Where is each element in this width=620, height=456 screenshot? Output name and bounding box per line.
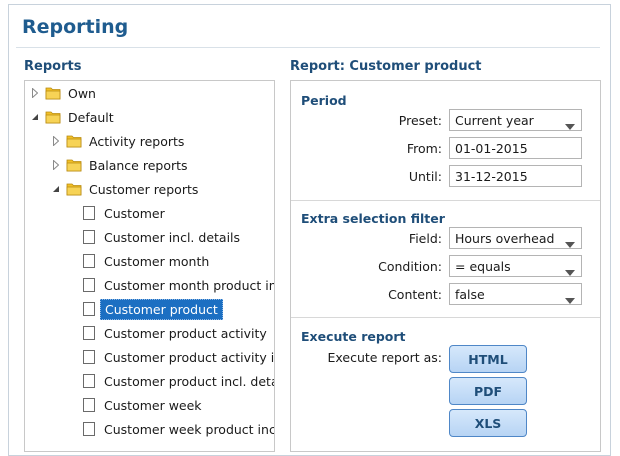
report-doc-icon xyxy=(83,254,95,268)
tree-node-label: Balance reports xyxy=(89,157,188,173)
report-doc-icon xyxy=(83,230,95,244)
divider xyxy=(291,200,600,201)
tree-report-item[interactable]: Customer week xyxy=(83,394,202,416)
execute-group-title: Execute report xyxy=(301,329,406,344)
preset-value: Current year xyxy=(455,112,534,128)
reports-tree[interactable]: Own Default Activity reports Balance report… xyxy=(24,80,275,452)
condition-value: = equals xyxy=(455,258,511,274)
tree-node-label: Customer product xyxy=(100,298,223,320)
tree-node-label: Activity reports xyxy=(89,133,185,149)
collapse-arrow-icon[interactable] xyxy=(51,183,61,195)
field-value: Hours overhead xyxy=(455,230,555,246)
folder-icon xyxy=(66,134,82,148)
from-date-value: 01-01-2015 xyxy=(455,140,528,156)
from-date-field[interactable]: 01-01-2015 xyxy=(449,137,582,159)
tree-report-item[interactable]: Customer month xyxy=(83,250,209,272)
preset-label: Preset: xyxy=(398,113,442,128)
condition-select[interactable]: = equals xyxy=(449,255,582,277)
tree-report-item[interactable]: Customer product xyxy=(83,298,223,320)
content-label: Content: xyxy=(388,287,442,302)
tree-report-item[interactable]: Customer xyxy=(83,202,165,224)
tree-node-label: Customer product incl. deta xyxy=(104,373,275,389)
html-button[interactable]: HTML xyxy=(449,345,527,373)
tree-node-label: Customer reports xyxy=(89,181,199,197)
tree-node-label: Customer month product in xyxy=(104,277,275,293)
until-date-value: 31-12-2015 xyxy=(455,168,528,184)
tree-node-label: Default xyxy=(68,109,114,125)
tree-report-item[interactable]: Customer month product in xyxy=(83,274,275,296)
report-doc-icon xyxy=(83,326,95,340)
report-doc-icon xyxy=(83,278,95,292)
expand-arrow-icon[interactable] xyxy=(30,87,40,99)
tree-node-label: Own xyxy=(68,85,96,101)
report-doc-icon xyxy=(83,422,95,436)
tree-report-item[interactable]: Customer product activity xyxy=(83,322,267,344)
collapse-arrow-icon[interactable] xyxy=(30,111,40,123)
tree-node-label: Customer month xyxy=(104,253,210,269)
folder-icon xyxy=(66,182,82,196)
tree-folder-node[interactable]: Balance reports xyxy=(51,154,188,176)
from-label: From: xyxy=(406,141,442,156)
tree-folder-node[interactable]: Default xyxy=(30,106,114,128)
tree-report-item[interactable]: Customer week product incl xyxy=(83,418,275,440)
pdf-button[interactable]: PDF xyxy=(449,377,527,405)
expand-arrow-icon[interactable] xyxy=(51,159,61,171)
report-doc-icon xyxy=(83,374,95,388)
title-divider xyxy=(16,47,600,48)
report-panel-header: Report: Customer product xyxy=(290,59,482,74)
content-select[interactable]: false xyxy=(449,283,582,305)
folder-icon xyxy=(66,158,82,172)
tree-node-label: Customer incl. details xyxy=(104,229,241,245)
xls-button[interactable]: XLS xyxy=(449,409,527,437)
tree-node-label: Customer xyxy=(104,205,165,221)
folder-icon xyxy=(45,86,61,100)
report-settings-panel: Period Preset: Current year From: 01-01-… xyxy=(290,80,601,452)
tree-report-item[interactable]: Customer product incl. deta xyxy=(83,370,275,392)
report-doc-icon xyxy=(83,398,95,412)
tree-node-label: Customer product activity in xyxy=(104,349,275,365)
chevron-down-icon xyxy=(565,118,575,133)
tree-folder-node[interactable]: Customer reports xyxy=(51,178,198,200)
tree-folder-node[interactable]: Activity reports xyxy=(51,130,184,152)
until-date-field[interactable]: 31-12-2015 xyxy=(449,165,582,187)
preset-select[interactable]: Current year xyxy=(449,109,582,131)
report-doc-icon xyxy=(83,206,95,220)
tree-node-label: Customer week product incl xyxy=(104,421,275,437)
reports-section-label: Reports xyxy=(24,59,82,74)
condition-label: Condition: xyxy=(378,259,442,274)
page-title: Reporting xyxy=(22,16,129,38)
chevron-down-icon xyxy=(565,236,575,251)
tree-folder-node[interactable]: Own xyxy=(30,82,96,104)
chevron-down-icon xyxy=(565,264,575,279)
field-label: Field: xyxy=(408,231,442,246)
folder-icon xyxy=(45,110,61,124)
chevron-down-icon xyxy=(565,292,575,307)
period-group-title: Period xyxy=(301,93,347,108)
tree-node-label: Customer week xyxy=(104,397,202,413)
filter-group-title: Extra selection filter xyxy=(301,211,445,226)
tree-node-label: Customer product activity xyxy=(104,325,267,341)
expand-arrow-icon[interactable] xyxy=(51,135,61,147)
report-doc-icon xyxy=(83,302,95,316)
field-select[interactable]: Hours overhead xyxy=(449,227,582,249)
tree-report-item[interactable]: Customer product activity in xyxy=(83,346,275,368)
tree-report-item[interactable]: Customer incl. details xyxy=(83,226,240,248)
divider xyxy=(291,317,600,318)
report-doc-icon xyxy=(83,350,95,364)
content-value: false xyxy=(455,286,485,302)
until-label: Until: xyxy=(408,169,442,184)
execute-as-label: Execute report as: xyxy=(327,350,443,365)
